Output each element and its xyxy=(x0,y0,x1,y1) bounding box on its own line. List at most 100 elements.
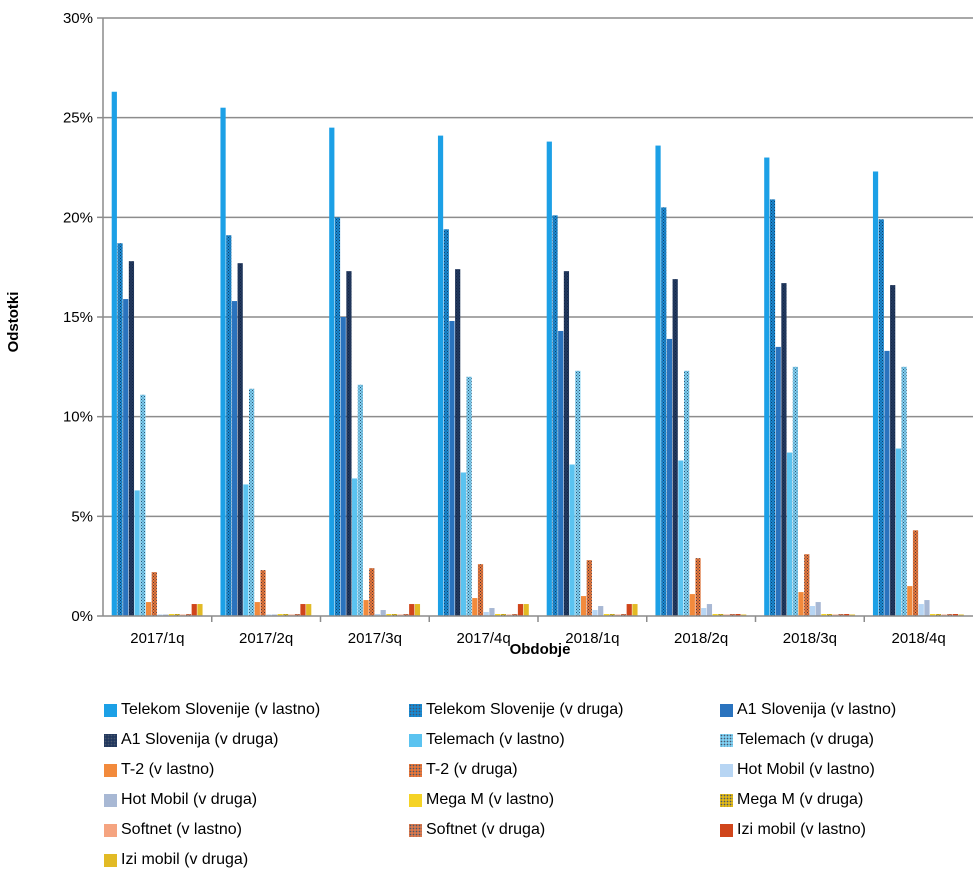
bar xyxy=(901,366,907,616)
bar xyxy=(586,560,592,616)
bar xyxy=(620,614,627,616)
bar xyxy=(483,612,489,616)
x-axis-title: Obdobje xyxy=(510,641,571,658)
bar xyxy=(569,464,575,616)
bar xyxy=(546,141,552,616)
y-axis-title: Odstotki xyxy=(5,292,22,353)
bar xyxy=(684,370,690,616)
bar-series xyxy=(111,91,964,617)
bar xyxy=(409,604,415,616)
bar-chart: 0% 5% 10% 15% 20% 25% 30% 2017/1q 2017/2q 2017/3q… xyxy=(5,10,973,658)
legend-swatch xyxy=(104,793,117,807)
bar xyxy=(598,606,604,616)
bar xyxy=(689,594,695,616)
bar xyxy=(374,614,381,616)
bar xyxy=(329,127,335,616)
bar xyxy=(460,472,466,616)
legend-label: Telekom Slovenije (v druga) xyxy=(426,701,624,718)
bar xyxy=(123,299,129,616)
bar xyxy=(632,604,638,616)
bar xyxy=(254,602,260,616)
bar xyxy=(477,564,484,616)
bar xyxy=(414,604,421,616)
bar xyxy=(449,320,455,616)
legend-swatch xyxy=(720,763,733,777)
legend-label: Izi mobil (v lastno) xyxy=(737,821,866,838)
bar xyxy=(306,604,312,616)
bar xyxy=(655,145,661,616)
bar xyxy=(357,384,363,616)
gridlines xyxy=(103,17,973,518)
legend-item: Telemach (v lastno) xyxy=(409,730,565,750)
x-tick-label: 2018/2q xyxy=(674,630,728,647)
legend-swatch xyxy=(104,823,117,837)
bar xyxy=(769,199,776,616)
bar xyxy=(918,604,924,616)
legend-swatch xyxy=(104,763,117,777)
bar xyxy=(455,269,461,616)
bar xyxy=(437,135,444,617)
bar xyxy=(294,614,300,616)
bar xyxy=(844,614,850,616)
bar xyxy=(243,484,249,616)
bar xyxy=(231,301,238,616)
bar xyxy=(706,604,713,616)
legend-label: T-2 (v druga) xyxy=(426,761,518,778)
x-tick-label: 2018/1q xyxy=(565,630,619,647)
bar xyxy=(701,608,707,616)
bar xyxy=(626,604,632,616)
legend-swatch xyxy=(409,703,422,717)
bar xyxy=(249,388,255,616)
legend-label: Telemach (v druga) xyxy=(737,731,874,748)
bar xyxy=(935,614,941,616)
legend-swatch xyxy=(409,793,422,807)
tick-labels: 0% 5% 10% 15% 20% 25% 30% 2017/1q 2017/2q 2017/3q… xyxy=(63,10,946,647)
bar xyxy=(735,614,741,616)
legend-item: Mega M (v lastno) xyxy=(409,790,554,810)
legend-swatch xyxy=(720,703,733,717)
bar xyxy=(718,614,724,616)
y-tick-label: 15% xyxy=(63,309,93,326)
legend-item: Izi mobil (v lastno) xyxy=(720,820,866,840)
bar xyxy=(666,338,673,616)
bar xyxy=(151,572,157,616)
bar xyxy=(334,217,341,616)
bar xyxy=(930,614,936,616)
legend-swatch xyxy=(720,793,733,807)
bar xyxy=(838,614,844,616)
bar xyxy=(947,614,953,616)
bar xyxy=(580,596,587,616)
bar xyxy=(609,614,615,616)
bar xyxy=(575,370,581,616)
bar xyxy=(821,614,827,616)
legend-label: Telekom Slovenije (v lastno) xyxy=(121,701,321,718)
legend-item: A1 Slovenija (v druga) xyxy=(104,730,278,750)
bar xyxy=(197,604,203,616)
bar xyxy=(346,271,352,616)
legend-label: T-2 (v lastno) xyxy=(121,761,215,778)
legend-item: Hot Mobil (v lastno) xyxy=(720,760,875,780)
bar xyxy=(128,261,135,616)
legend-item: Hot Mobil (v druga) xyxy=(104,790,257,810)
legend-label: A1 Slovenija (v druga) xyxy=(121,731,279,748)
x-tick-label: 2017/2q xyxy=(239,630,293,647)
bar xyxy=(352,478,358,616)
bar xyxy=(592,610,598,616)
x-tick-label: 2017/1q xyxy=(130,630,184,647)
legend-label: Softnet (v druga) xyxy=(426,821,546,838)
bar xyxy=(952,614,959,616)
bar xyxy=(912,530,919,616)
x-tick-label: 2018/4q xyxy=(892,630,946,647)
bar xyxy=(895,448,901,616)
y-tick-label: 30% xyxy=(63,10,93,27)
legend-label: Mega M (v druga) xyxy=(737,791,864,808)
bar xyxy=(489,608,495,616)
legend-item: Telekom Slovenije (v lastno) xyxy=(104,700,320,720)
bar xyxy=(140,394,146,616)
bar xyxy=(924,600,930,616)
y-tick-label: 25% xyxy=(63,110,93,127)
bar xyxy=(804,554,810,616)
bar xyxy=(495,614,501,616)
legend-swatch xyxy=(409,763,422,777)
legend-label: Telemach (v lastno) xyxy=(426,731,565,748)
